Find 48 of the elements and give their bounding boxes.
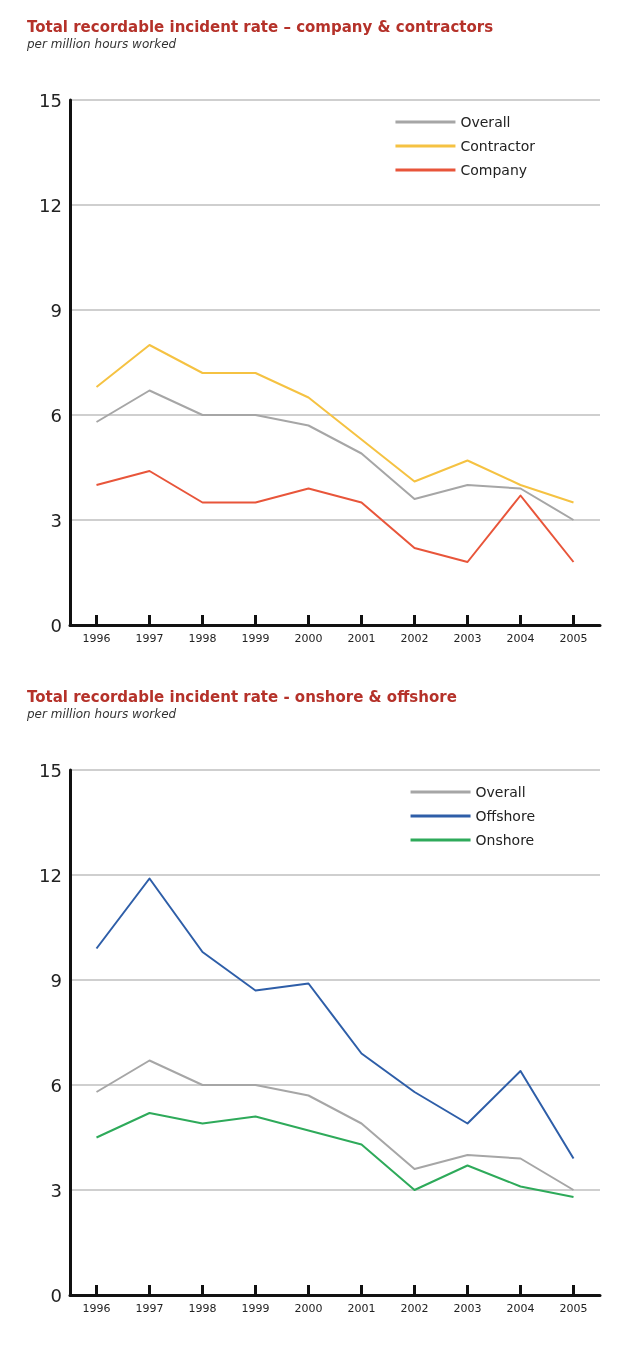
- y-tick-label: 3: [50, 1179, 62, 1201]
- y-tick-label: 12: [39, 864, 62, 886]
- y-tick-label: 15: [39, 759, 62, 781]
- x-tick-label: 2003: [453, 1302, 482, 1315]
- x-tick-label: 2001: [347, 1302, 376, 1315]
- y-tick-label: 0: [50, 614, 62, 636]
- x-tick-label: 2004: [506, 632, 535, 645]
- x-tick-label: 1996: [82, 632, 111, 645]
- x-tick-label: 2003: [453, 632, 482, 645]
- y-tick-label: 0: [50, 1284, 62, 1306]
- y-tick-label: 15: [39, 89, 62, 111]
- x-tick-label: 1998: [188, 1302, 217, 1315]
- chart-subtitle: per million hours worked: [26, 707, 177, 721]
- x-tick-label: 1999: [241, 1302, 270, 1315]
- x-tick-label: 2005: [559, 1302, 588, 1315]
- x-tick-label: 1998: [188, 632, 217, 645]
- legend-label: Contractor: [460, 138, 536, 154]
- y-tick-label: 12: [39, 194, 62, 216]
- line-series: [95, 877, 575, 1160]
- x-tick-label: 2002: [400, 632, 429, 645]
- x-tick-label: 1999: [241, 632, 270, 645]
- x-tick-label: 1997: [135, 1302, 164, 1315]
- line-series: [95, 1059, 575, 1191]
- y-tick-label: 9: [50, 299, 62, 321]
- y-tick-label: 9: [50, 969, 62, 991]
- chart-title: Total recordable incident rate – company & contractors: [27, 17, 494, 36]
- y-tick-label: 6: [50, 1074, 62, 1096]
- x-tick-label: 2001: [347, 632, 376, 645]
- line-series: [95, 389, 575, 521]
- x-tick-label: 2000: [294, 632, 323, 645]
- y-tick-label: 3: [50, 509, 62, 531]
- legend-label: Overall: [475, 784, 526, 800]
- legend-label: Offshore: [475, 808, 536, 824]
- x-tick-label: 1997: [135, 632, 164, 645]
- chart-title: Total recordable incident rate - onshore & offshore: [27, 687, 457, 706]
- line-series: [95, 470, 575, 563]
- legend-label: Company: [460, 162, 528, 178]
- x-tick-label: 2005: [559, 632, 588, 645]
- x-tick-label: 2002: [400, 1302, 429, 1315]
- line-series: [95, 1112, 575, 1198]
- legend-label: Onshore: [475, 832, 535, 848]
- y-tick-label: 6: [50, 404, 62, 426]
- x-tick-label: 1996: [82, 1302, 111, 1315]
- x-tick-label: 2000: [294, 1302, 323, 1315]
- legend-label: Overall: [460, 114, 511, 130]
- x-tick-label: 2004: [506, 1302, 535, 1315]
- line-series: [95, 344, 575, 504]
- chart-subtitle: per million hours worked: [26, 37, 177, 51]
